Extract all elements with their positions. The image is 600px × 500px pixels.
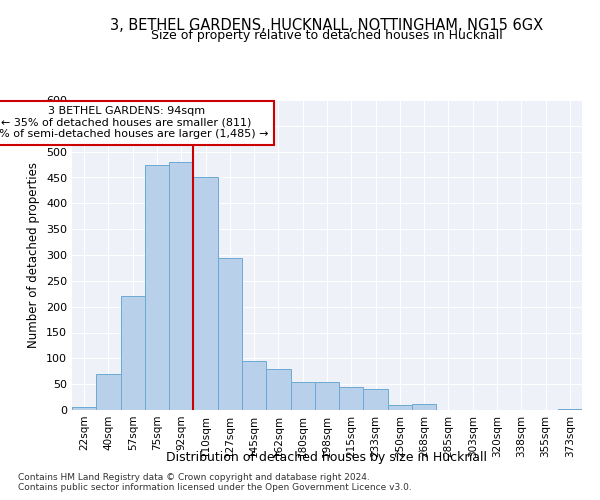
Bar <box>558 409 582 410</box>
Text: Contains HM Land Registry data © Crown copyright and database right 2024.
Contai: Contains HM Land Registry data © Crown c… <box>18 473 412 492</box>
Bar <box>290 382 315 410</box>
Bar <box>339 387 364 410</box>
Bar <box>72 408 96 410</box>
Bar <box>121 296 145 410</box>
Bar <box>145 164 169 410</box>
Text: 3 BETHEL GARDENS: 94sqm
← 35% of detached houses are smaller (811)
64% of semi-d: 3 BETHEL GARDENS: 94sqm ← 35% of detache… <box>0 106 268 140</box>
Text: Size of property relative to detached houses in Hucknall: Size of property relative to detached ho… <box>151 29 503 42</box>
Text: Distribution of detached houses by size in Hucknall: Distribution of detached houses by size … <box>167 451 487 464</box>
Bar <box>169 162 193 410</box>
Bar <box>364 390 388 410</box>
Bar <box>266 368 290 410</box>
Bar <box>412 404 436 410</box>
Text: 3, BETHEL GARDENS, HUCKNALL, NOTTINGHAM, NG15 6GX: 3, BETHEL GARDENS, HUCKNALL, NOTTINGHAM,… <box>110 18 544 32</box>
Bar <box>315 382 339 410</box>
Bar <box>96 374 121 410</box>
Y-axis label: Number of detached properties: Number of detached properties <box>28 162 40 348</box>
Bar <box>193 178 218 410</box>
Bar <box>218 258 242 410</box>
Bar <box>388 405 412 410</box>
Bar <box>242 361 266 410</box>
